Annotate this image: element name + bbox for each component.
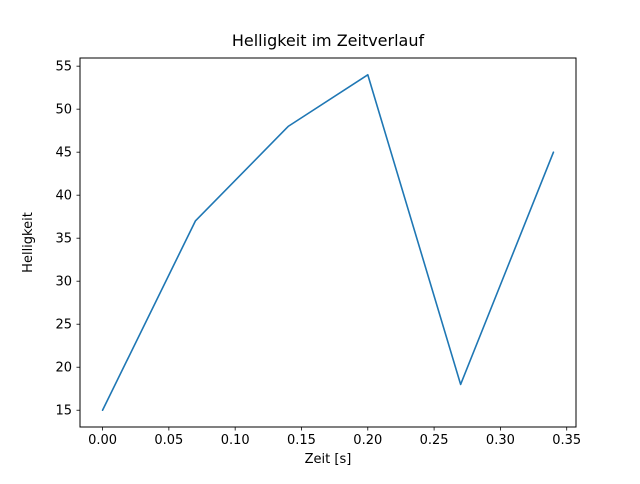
chart-title: Helligkeit im Zeitverlauf (232, 31, 425, 50)
y-axis-label: Helligkeit (21, 212, 36, 273)
y-tick-label: 25 (55, 318, 72, 333)
y-tick-label: 15 (55, 404, 72, 419)
y-tick-label: 50 (55, 103, 72, 118)
data-line (101, 73, 555, 412)
x-axis-label: Zeit [s] (305, 452, 352, 467)
x-tick-label: 0.10 (221, 433, 250, 448)
x-tick-label: 0.30 (486, 433, 515, 448)
x-tick-label: 0.35 (552, 433, 581, 448)
y-tick-label: 55 (55, 60, 72, 75)
y-tick-label: 40 (55, 189, 72, 204)
y-tick-label: 45 (55, 146, 72, 161)
x-tick-label: 0.15 (287, 433, 316, 448)
x-tick-label: 0.05 (154, 433, 183, 448)
y-tick-label: 30 (55, 275, 72, 290)
x-tick-label: 0.25 (420, 433, 449, 448)
y-tick-label: 35 (55, 232, 72, 247)
x-tick-label: 0.20 (353, 433, 382, 448)
plot-border (79, 57, 577, 428)
y-tick-label: 20 (55, 361, 72, 376)
x-tick-label: 0.00 (88, 433, 117, 448)
